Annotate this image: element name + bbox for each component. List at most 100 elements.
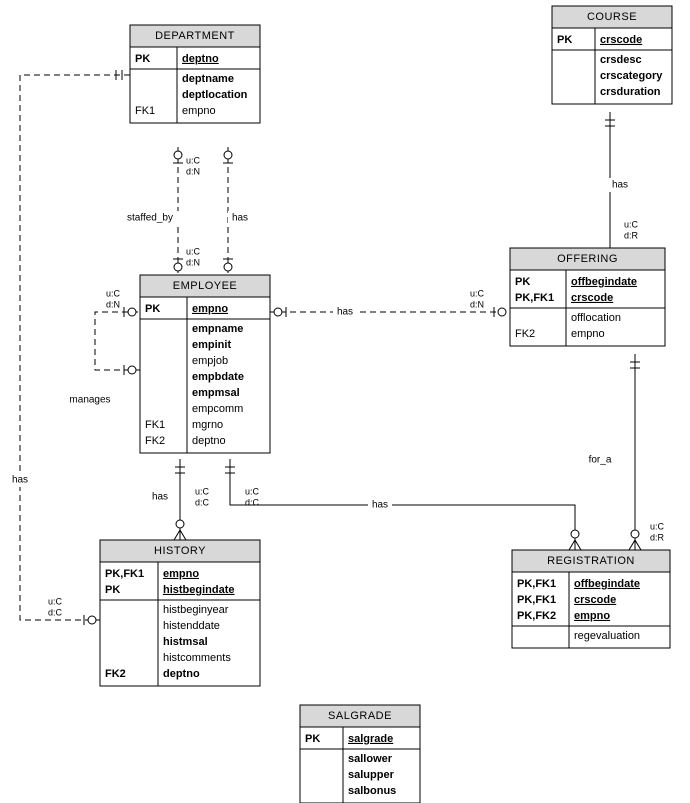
entity-row-left: FK2 [145, 435, 165, 447]
rel-emp_has_hist: has u:Cd:C [148, 459, 210, 540]
cardinality-label: u:C [106, 288, 121, 298]
rel-dept_has_emp: has [223, 147, 252, 275]
entity-row-left: PK [515, 276, 530, 288]
entity-row-left: PK [145, 303, 160, 315]
entity-offering: OFFERING PK offbegindate PK,FK1 crscode offlo… [510, 248, 665, 346]
entity-row-right: histenddate [163, 620, 220, 632]
entity-title: REGISTRATION [547, 555, 635, 567]
entity-row-right: salbonus [348, 785, 396, 797]
rel-staffed_by: staffed_byu:Cd:Nu:Cd:N [117, 147, 201, 275]
rel-off_for_a_reg: for_a u:Cd:R [582, 354, 665, 550]
entity-row-right: empno [574, 610, 610, 622]
entity-row-right: empcomm [192, 403, 243, 415]
entity-row-right: crscategory [600, 70, 663, 82]
entity-row-right: crscode [571, 292, 613, 304]
entity-employee: EMPLOYEE PK empno empname empinit empjob empbd… [140, 275, 270, 453]
entity-row-right: deptno [182, 53, 219, 65]
cardinality-label: d:C [195, 497, 210, 507]
entity-row-right: crsduration [600, 86, 661, 98]
cardinality-label: d:N [470, 299, 484, 309]
rel-manages: manages u:Cd:N [66, 288, 140, 407]
entity-row-left: FK2 [105, 668, 126, 680]
entity-history: HISTORYPK,FK1empnoPKhistbegindatehistbeg… [100, 540, 260, 686]
entity-row-right: deptlocation [182, 89, 248, 101]
rel-label: has [337, 307, 353, 318]
entity-row-right: offlocation [571, 312, 621, 324]
entity-row-right: empno [163, 568, 199, 580]
rel-label: for_a [589, 455, 612, 466]
entity-row-right: histbeginyear [163, 604, 229, 616]
entity-row-left: PK,FK2 [517, 610, 556, 622]
rel-label: has [12, 475, 28, 486]
cardinality-label: d:N [106, 299, 120, 309]
entity-row-right: histmsal [163, 636, 208, 648]
cardinality-label: d:R [650, 532, 665, 542]
entity-row-right: histbegindate [163, 584, 235, 596]
rel-label: staffed_by [127, 213, 173, 224]
cardinality-label: u:C [186, 246, 201, 256]
entity-title: OFFERING [557, 253, 618, 265]
cardinality-label: u:C [48, 596, 63, 606]
entity-row-right: histcomments [163, 652, 231, 664]
entity-row-left: PK [557, 34, 572, 46]
rel-emp_has_reg: has u:Cd:C [225, 459, 581, 550]
cardinality-label: u:C [470, 288, 485, 298]
entity-row-right: mgrno [192, 419, 223, 431]
cardinality-label: u:C [624, 219, 639, 229]
entity-row-left: PK,FK1 [517, 578, 556, 590]
entity-row-right: salgrade [348, 733, 393, 745]
entity-row-left: FK1 [135, 105, 155, 117]
entity-row-left: PK [135, 53, 150, 65]
entity-title: COURSE [587, 11, 637, 23]
entity-row-right: empmsal [192, 387, 240, 399]
entity-course: COURSE PK crscode crsdesc crscategory crsdura… [552, 6, 672, 104]
entity-row-right: deptname [182, 73, 234, 85]
rel-label: has [612, 180, 628, 191]
rel-label: has [372, 500, 388, 511]
entity-row-right: crscode [600, 34, 642, 46]
entity-row-right: empno [182, 105, 216, 117]
entity-row-right: empbdate [192, 371, 244, 383]
entity-row-right: salupper [348, 769, 395, 781]
cardinality-label: u:C [195, 486, 210, 496]
entity-row-left: FK2 [515, 328, 535, 340]
entity-row-right: empjob [192, 355, 228, 367]
entity-row-right: offbegindate [571, 276, 637, 288]
entity-row-left: PK,FK1 [517, 594, 556, 606]
rel-label: has [232, 213, 248, 224]
entity-salgrade: SALGRADE PK salgrade sallower salupper salbon… [300, 705, 420, 803]
entity-row-right: empname [192, 323, 243, 335]
cardinality-label: u:C [186, 155, 201, 165]
entity-row-left: PK,FK1 [515, 292, 554, 304]
entity-row-right: crsdesc [600, 54, 642, 66]
entity-title: SALGRADE [328, 710, 392, 722]
entity-department: DEPARTMENT PK deptno deptname deptlocation FK… [130, 25, 260, 123]
rel-emp_has_off: has u:Cd:N [270, 288, 510, 319]
entity-title: HISTORY [154, 545, 206, 557]
entity-row-right: empno [571, 328, 605, 340]
entity-row-right: regevaluation [574, 630, 640, 642]
entity-registration: REGISTRATION PK,FK1 offbegindate PK,FK1 crsc… [512, 550, 670, 648]
cardinality-label: d:C [48, 607, 63, 617]
entity-row-left: PK [305, 733, 320, 745]
cardinality-label: d:N [186, 166, 200, 176]
entity-row-left: PK,FK1 [105, 568, 144, 580]
entity-row-left: FK1 [145, 419, 165, 431]
cardinality-label: u:C [650, 521, 665, 531]
entity-row-right: sallower [348, 753, 393, 765]
rel-label: manages [69, 395, 110, 406]
entity-row-right: crscode [574, 594, 616, 606]
cardinality-label: d:C [245, 497, 260, 507]
cardinality-label: u:C [245, 486, 260, 496]
cardinality-label: d:N [186, 257, 200, 267]
entity-row-right: empno [192, 303, 228, 315]
entity-row-right: empinit [192, 339, 231, 351]
entity-row-right: deptno [163, 668, 200, 680]
rel-label: has [152, 492, 168, 503]
entity-title: EMPLOYEE [173, 280, 238, 292]
er-diagram: staffed_byu:Cd:Nu:Cd:Nhashasu:Cd:Cmanage… [0, 0, 690, 803]
rel-course_has_off: has u:Cd:R [604, 112, 639, 268]
entity-title: DEPARTMENT [155, 30, 235, 42]
cardinality-label: d:R [624, 230, 639, 240]
entity-row-right: offbegindate [574, 578, 640, 590]
